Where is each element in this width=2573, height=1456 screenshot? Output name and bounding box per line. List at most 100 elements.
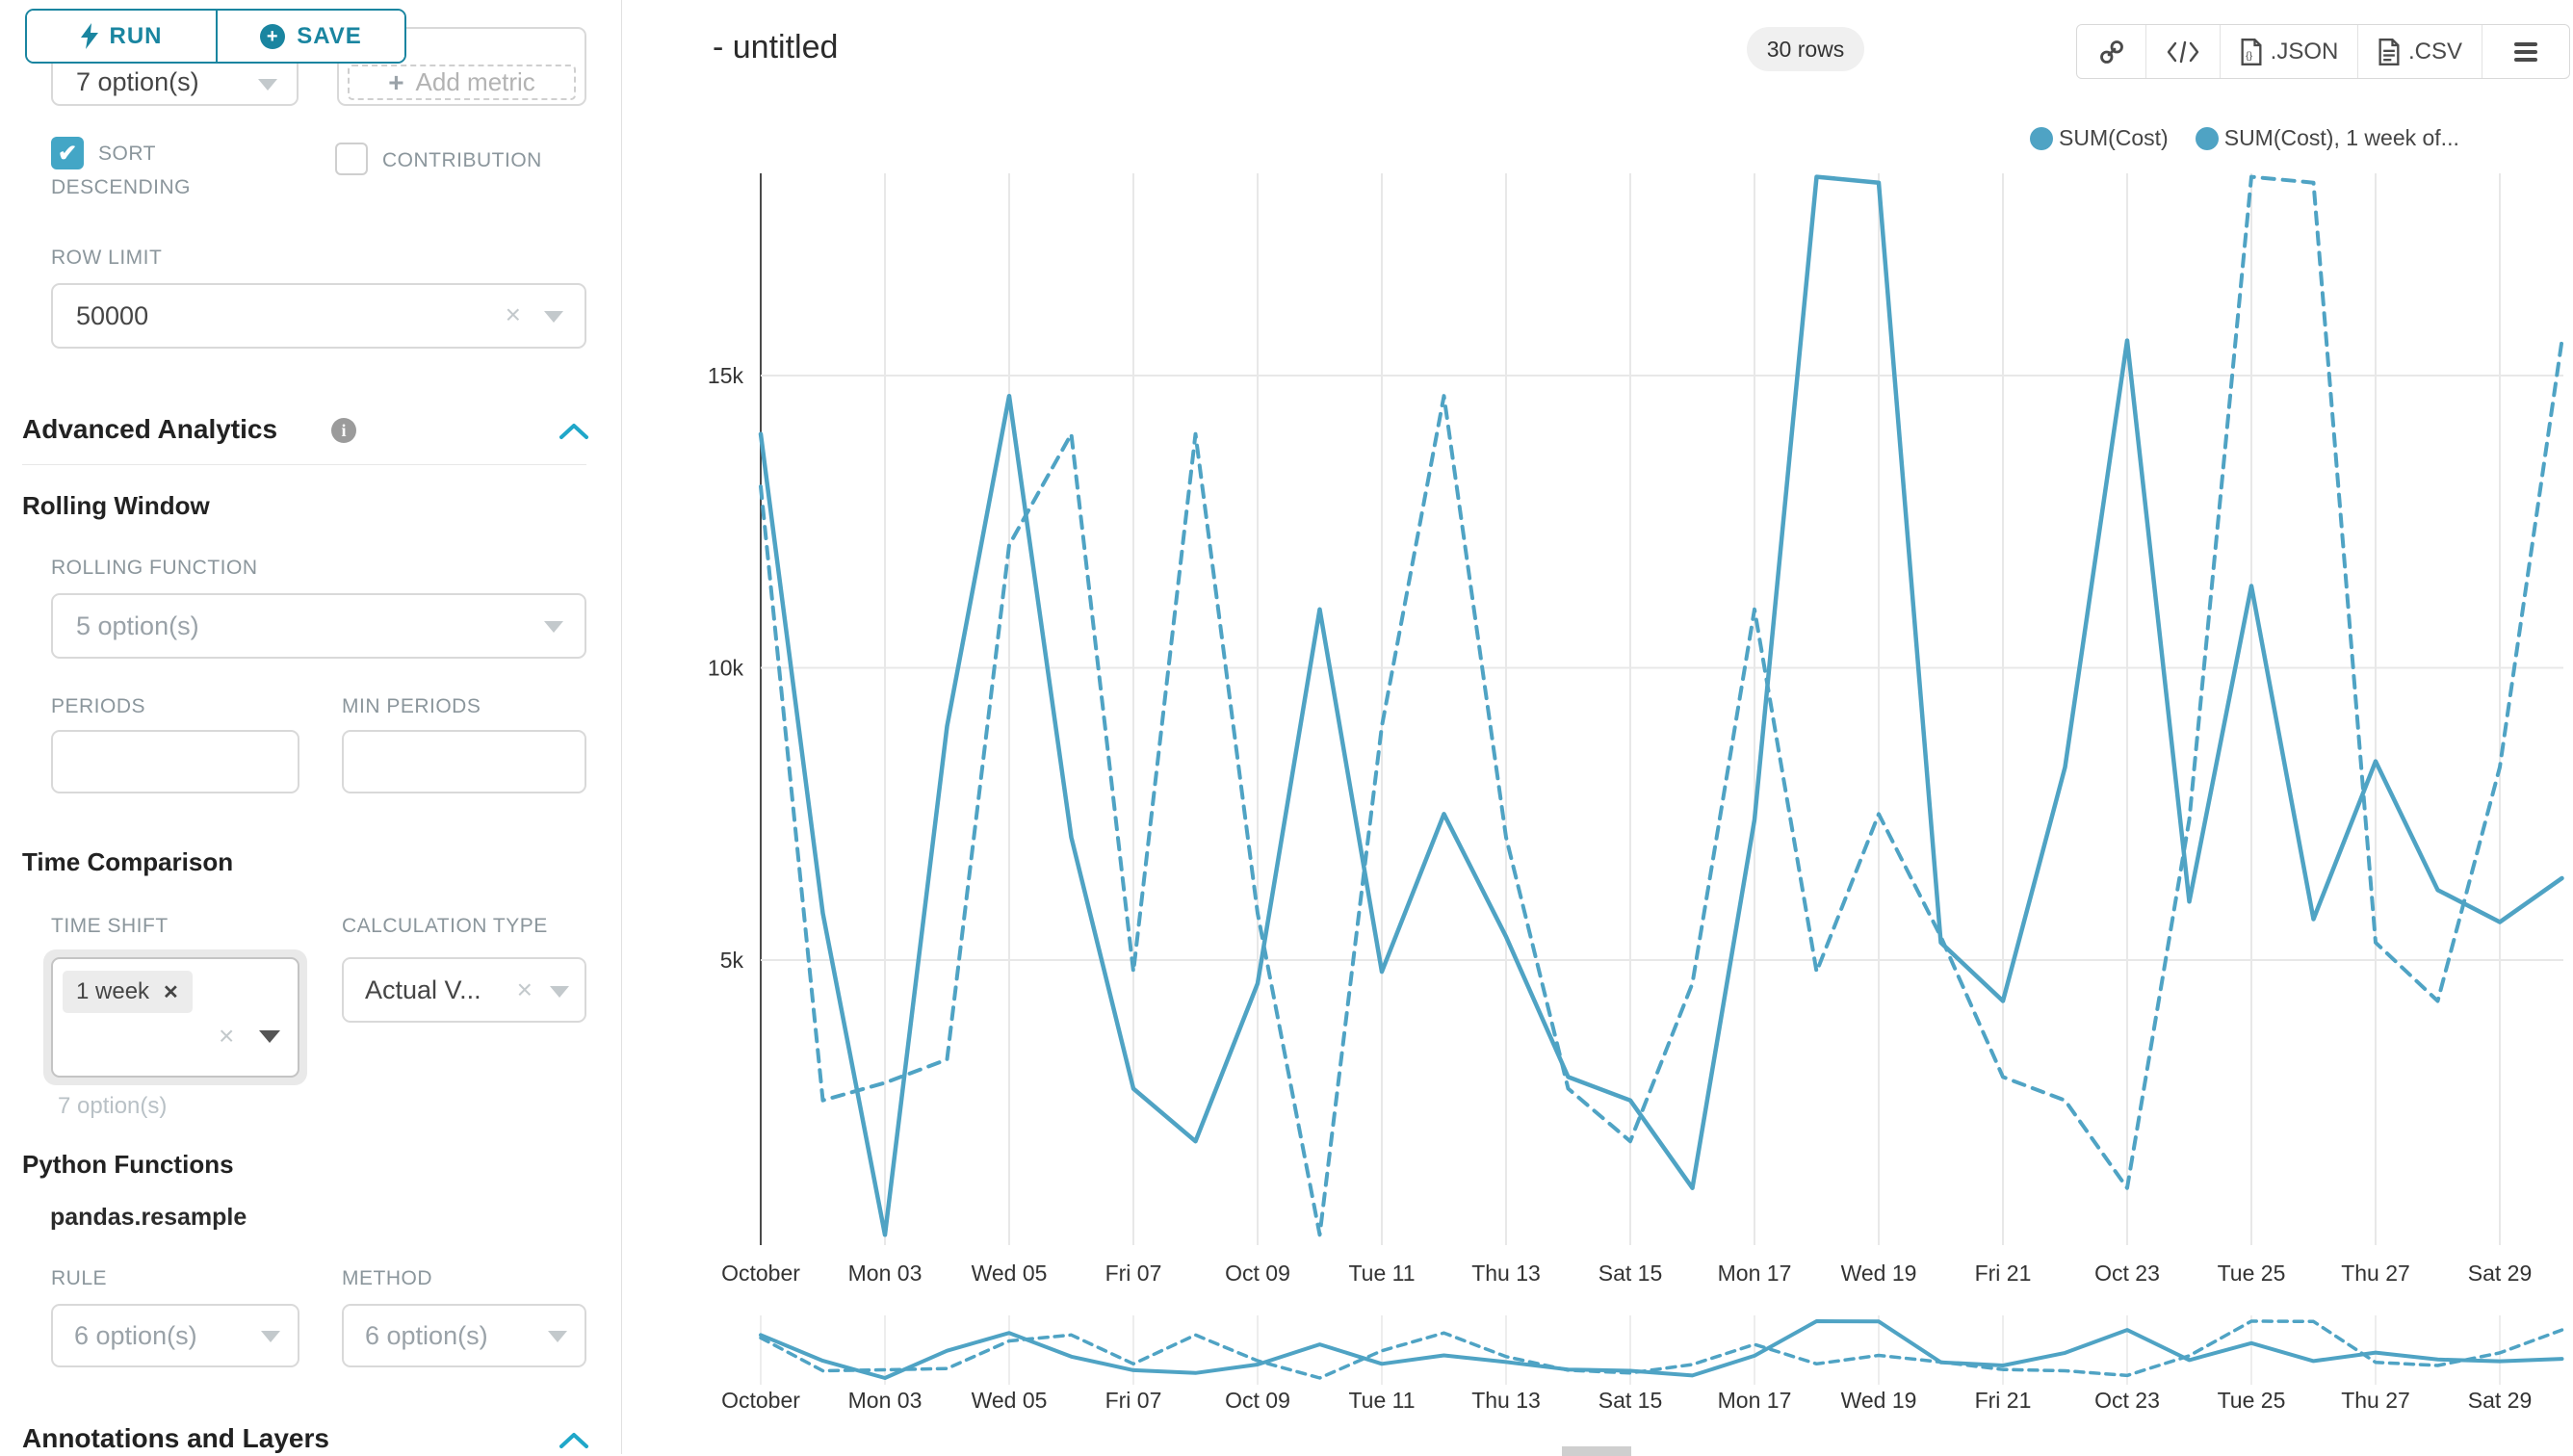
legend-item-sum-cost[interactable]: SUM(Cost) [2030,125,2169,151]
time-shift-multiselect[interactable]: 1 week ✕ × [51,957,299,1078]
mini-x-axis-tick-label: Thu 13 [1471,1388,1541,1413]
add-metric-label: Add metric [415,67,535,96]
chart-canvas[interactable]: October October Mon 03 Mon 03 Wed 05 Wed 05 Fr… [622,0,2573,1454]
mini-x-axis-tick-label: Mon 17 [1718,1388,1792,1413]
chevron-down-icon [258,79,277,91]
remove-tag-icon[interactable]: ✕ [163,981,179,1003]
legend-item-sum-cost-offset[interactable]: SUM(Cost), 1 week of... [2195,125,2459,151]
clear-icon[interactable]: × [505,299,521,329]
rolling-function-select[interactable]: 5 option(s) [51,593,586,659]
advanced-analytics-title: Advanced Analytics [22,414,278,444]
sort-descending-label-line2: DESCENDING [51,176,192,198]
python-functions-title: Python Functions [22,1150,234,1179]
chart-menu-button[interactable] [2482,25,2569,78]
export-json-button[interactable]: {} .JSON [2220,25,2357,78]
time-shift-focus-ring: 1 week ✕ × [43,949,307,1085]
x-axis-tick-label: October [721,1261,800,1286]
x-axis-tick-label: Wed 19 [1841,1261,1917,1286]
chevron-down-icon [261,1331,280,1342]
rule-placeholder: 6 option(s) [74,1321,197,1350]
chevron-down-icon [544,311,563,323]
mini-x-axis-tick-label: Tue 11 [1348,1388,1415,1413]
export-csv-button[interactable]: .CSV [2357,25,2482,78]
x-axis-tick-label: Fri 07 [1105,1261,1162,1286]
metrics-select-value: 7 option(s) [76,67,199,96]
horizontal-scrollbar-thumb[interactable] [1562,1446,1631,1456]
row-count-label: 30 rows [1766,36,1845,62]
svg-text:{}: {} [2246,50,2253,62]
copy-link-button[interactable] [2077,25,2145,78]
add-metric-button[interactable]: + Add metric [348,65,576,100]
collapse-chevron-icon[interactable] [559,1431,589,1450]
x-axis-tick-label: Tue 25 [2218,1261,2286,1286]
export-json-label: .JSON [2270,38,2339,65]
chevron-down-icon [550,986,569,998]
series-line-solid [758,174,2564,1237]
chevron-down-icon [544,621,563,633]
sort-descending-checkbox[interactable]: ✔ [51,137,84,169]
chart-title[interactable]: - untitled [713,29,839,65]
embed-code-button[interactable] [2145,25,2220,78]
file-json-icon: {} [2241,38,2262,65]
method-placeholder: 6 option(s) [365,1321,488,1350]
row-limit-label: ROW LIMIT [51,247,163,269]
control-panel: 7 option(s) + Add metric RUN + SAVE ✔ SO… [0,0,622,1454]
query-timer-badge: 00:00:00.15 [1891,27,2103,71]
info-icon[interactable]: i [331,418,356,443]
rolling-window-title: Rolling Window [22,491,210,520]
pandas-resample-label: pandas.resample [50,1204,247,1231]
time-shift-tag-label: 1 week [76,978,150,1004]
time-shift-tag: 1 week ✕ [63,971,193,1013]
periods-input[interactable] [51,730,299,793]
section-divider [22,464,586,465]
row-limit-select[interactable]: 50000 × [51,283,586,349]
save-button[interactable]: + SAVE [216,11,404,62]
x-axis-tick-label: Thu 13 [1471,1261,1541,1286]
sort-descending-label-line1: SORT [98,143,156,165]
collapse-chevron-icon[interactable] [559,422,589,441]
export-button-group: {} .JSON .CSV [2076,24,2570,79]
mini-x-axis-tick-label: Sat 15 [1598,1388,1663,1413]
mini-x-axis-tick-label: October [721,1388,800,1413]
mini-x-axis-tick-label: Wed 05 [972,1388,1048,1413]
y-axis-tick-label: 15k [708,363,744,388]
calculation-type-value: Actual V... [365,975,481,1004]
min-periods-input[interactable] [342,730,586,793]
run-button[interactable]: RUN [27,11,216,62]
calculation-type-select[interactable]: Actual V... × [342,957,586,1023]
mini-series-line-solid [759,1319,2564,1380]
row-count-badge: 30 rows [1747,27,1864,71]
legend-marker-icon [2030,126,2053,150]
time-shift-label: TIME SHIFT [51,915,169,937]
chevron-down-icon [259,1030,280,1043]
mini-series-line-dashed [759,1319,2564,1380]
y-axis-tick-label: 5k [720,948,744,973]
x-axis-tick-label: Wed 05 [972,1261,1048,1286]
x-axis-tick-label: Oct 09 [1225,1261,1290,1286]
save-button-label: SAVE [297,22,362,49]
mini-x-axis-tick-label: Fri 21 [1975,1388,2032,1413]
mini-x-axis-tick-label: Wed 19 [1841,1388,1917,1413]
contribution-label: CONTRIBUTION [382,149,542,171]
legend-label: SUM(Cost) [2059,125,2169,150]
clear-icon[interactable]: × [516,975,533,1004]
rule-select[interactable]: 6 option(s) [51,1304,299,1367]
code-icon [2167,40,2199,63]
lightning-icon [80,23,98,49]
x-axis-tick-label: Thu 27 [2341,1261,2410,1286]
clear-icon[interactable]: × [219,1021,235,1051]
export-csv-label: .CSV [2407,38,2462,65]
x-axis-tick-label: Mon 03 [848,1261,923,1286]
min-periods-label: MIN PERIODS [342,695,481,717]
series-line-dashed [759,174,2564,1237]
periods-label: PERIODS [51,695,146,717]
x-axis-tick-label: Mon 17 [1718,1261,1792,1286]
chart-legend: SUM(Cost) SUM(Cost), 1 week of... [2030,125,2459,151]
run-save-button-group: RUN + SAVE [25,9,406,64]
mini-x-axis-tick-label: Fri 07 [1105,1388,1162,1413]
method-select[interactable]: 6 option(s) [342,1304,586,1367]
contribution-checkbox[interactable] [335,143,368,175]
chevron-down-icon [548,1331,567,1342]
hamburger-menu-icon [2514,41,2537,62]
rule-label: RULE [51,1267,108,1289]
